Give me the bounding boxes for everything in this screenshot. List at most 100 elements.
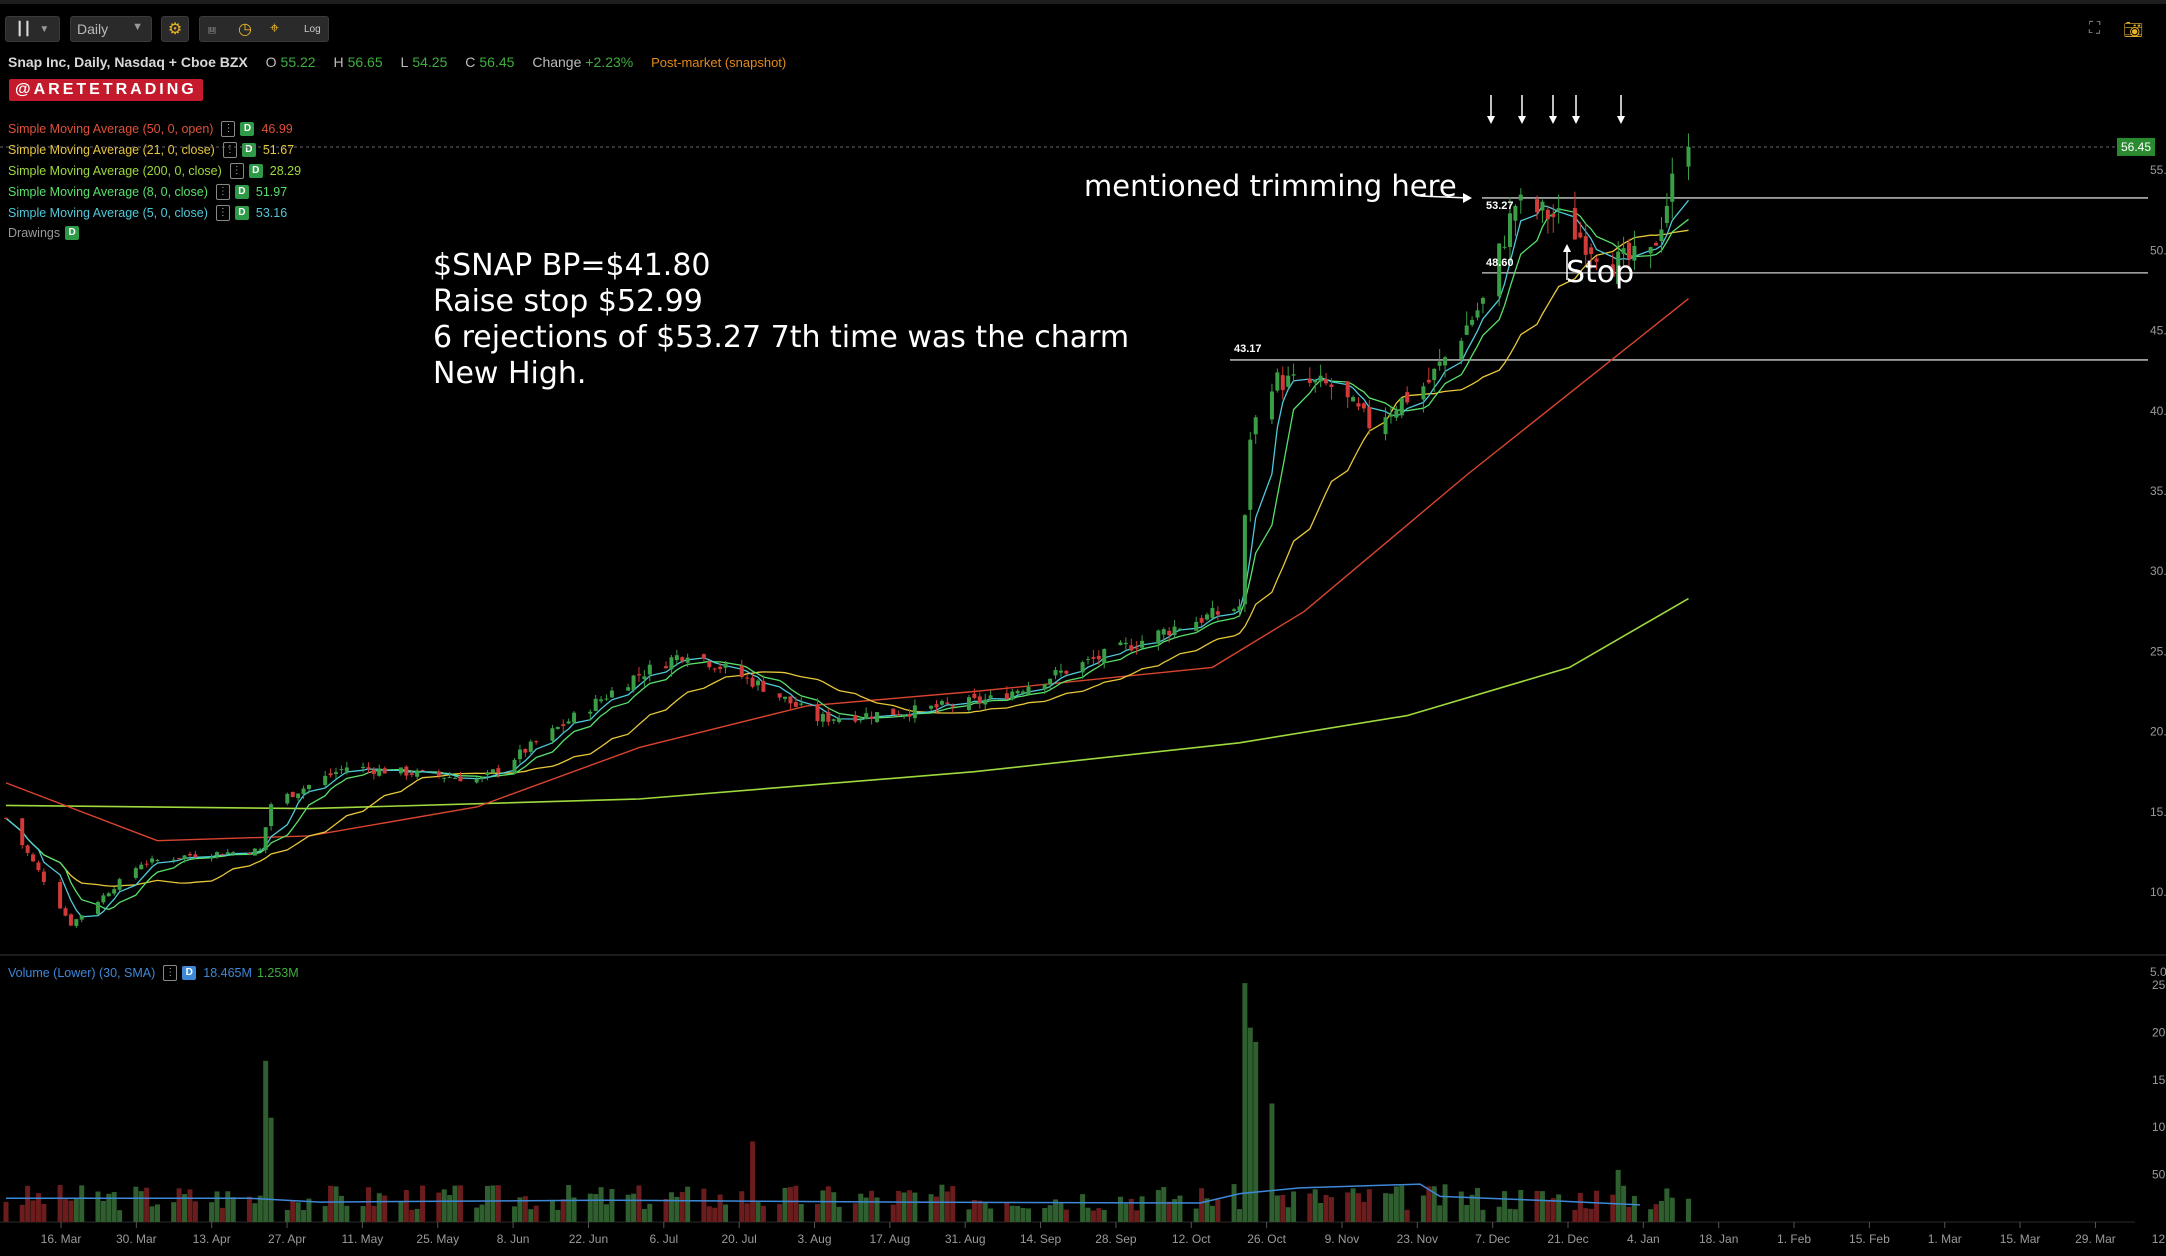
candle-body [864, 713, 869, 719]
data-badge[interactable]: D [182, 966, 197, 980]
close-value: 56.45 [479, 54, 515, 70]
volume-bar [182, 1194, 188, 1222]
legend-label: Simple Moving Average (200, 0, close) [8, 164, 222, 178]
menu-icon[interactable]: ⋮ [221, 121, 236, 137]
volume-bar [328, 1185, 334, 1222]
candle-body [496, 768, 501, 773]
menu-icon[interactable]: ⋮ [215, 184, 230, 200]
rejection-arrow-head [1549, 116, 1557, 124]
volume-bar [1431, 1186, 1437, 1222]
candle-body [896, 714, 901, 716]
menu-icon[interactable]: ⋮ [163, 965, 178, 981]
candle-body [674, 655, 679, 661]
price-tick-label: 50.00 [2150, 243, 2166, 257]
candle-body [777, 693, 782, 698]
volume-bar [1231, 1184, 1237, 1222]
candle-body [1459, 340, 1464, 360]
fullscreen-icon[interactable]: ⛶ [2089, 20, 2101, 37]
candle-body [669, 657, 674, 670]
volume-bar [1042, 1207, 1048, 1222]
volume-bar [441, 1189, 447, 1222]
volume-bar [1420, 1195, 1426, 1222]
volume-bar [73, 1197, 79, 1222]
change-value: +2.23% [585, 54, 634, 70]
candle-body [133, 868, 138, 878]
candle-body [566, 721, 571, 724]
data-badge[interactable]: D [65, 226, 80, 240]
symbol-title: Snap Inc, Daily, Nasdaq + Cboe BZX [8, 54, 248, 70]
chart-style-button[interactable]: ┃┃ ▼ [5, 16, 60, 42]
x-tick-label: 25. May [416, 1232, 459, 1246]
price-tick-label: 55.00 [2150, 163, 2166, 177]
x-tick-label: 22. Jun [569, 1232, 608, 1246]
candle-body [1518, 194, 1523, 201]
volume-bar [1236, 1209, 1242, 1222]
note-line: 6 rejections of $53.27 7th time was the … [433, 320, 1130, 355]
sma-50-line [5, 298, 1689, 842]
volume-bar [777, 1204, 783, 1222]
sma-200-line [5, 597, 1689, 810]
candle-body [593, 698, 598, 711]
crosshair-icon[interactable]: ⌖ [270, 20, 280, 37]
candle-body [934, 704, 939, 708]
candle-body [1664, 205, 1669, 224]
candle-body [517, 749, 522, 760]
data-badge[interactable]: D [248, 164, 263, 178]
settings-button[interactable]: ⚙ [161, 16, 189, 42]
volume-bar [100, 1201, 106, 1222]
candle-body [1123, 642, 1128, 645]
candle-body [306, 785, 311, 789]
clock-icon[interactable]: ◷ [238, 21, 252, 38]
volume-bar [1328, 1197, 1334, 1222]
candle-body [474, 778, 479, 783]
volume-bar [1161, 1187, 1167, 1222]
stop-annotation: Stop [1566, 255, 1635, 290]
candle-body [79, 915, 84, 920]
volume-bar [284, 1209, 290, 1222]
menu-icon[interactable]: ⋮ [222, 142, 237, 158]
candle-body [1421, 386, 1426, 400]
volume-bar [1318, 1202, 1324, 1222]
menu-icon[interactable]: ⋮ [215, 205, 230, 221]
candle-body [269, 804, 274, 827]
candle-body [1194, 621, 1199, 631]
x-tick-label: 26. Oct [1247, 1232, 1286, 1246]
volume-bar [225, 1191, 231, 1222]
x-tick-label: 12. Oct [1172, 1232, 1211, 1246]
volume-bar [512, 1206, 518, 1222]
rejection-arrow-head [1518, 116, 1526, 124]
candle-body [966, 697, 971, 710]
data-badge[interactable]: D [240, 122, 255, 136]
candle-body [220, 853, 225, 856]
volume-bar [1496, 1206, 1502, 1222]
volume-bar [663, 1198, 669, 1222]
candle-body [285, 793, 290, 804]
data-badge[interactable]: D [234, 185, 249, 199]
candle-body [415, 770, 420, 777]
volume-bar [1588, 1208, 1594, 1222]
candle-body [301, 788, 306, 795]
interval-select[interactable]: Daily ▼ [70, 16, 152, 42]
camera-icon[interactable]: 📷︎ [2123, 22, 2144, 39]
menu-icon[interactable]: ⋮ [229, 163, 244, 179]
volume-bar [1215, 1199, 1221, 1222]
window-top-strip [0, 0, 2166, 4]
rejection-arrow-head [1617, 116, 1625, 124]
volume-bar [723, 1204, 729, 1222]
candle-body [1010, 691, 1015, 700]
volume-bar [1139, 1196, 1145, 1222]
volume-bar [549, 1199, 555, 1222]
candle-body [1210, 607, 1215, 619]
volume-bar [1556, 1194, 1562, 1222]
candle-body [1318, 375, 1323, 382]
candle-body [1475, 310, 1480, 318]
volume-bar [176, 1188, 182, 1222]
indicator-icon[interactable]: ⩏ [208, 20, 216, 37]
volume-bar [739, 1191, 745, 1222]
log-scale-button[interactable]: Log [304, 23, 321, 35]
x-tick-label: 9. Nov [1325, 1232, 1360, 1246]
candle-body [1535, 199, 1540, 213]
data-badge[interactable]: D [234, 206, 249, 220]
candle-body [745, 677, 750, 679]
